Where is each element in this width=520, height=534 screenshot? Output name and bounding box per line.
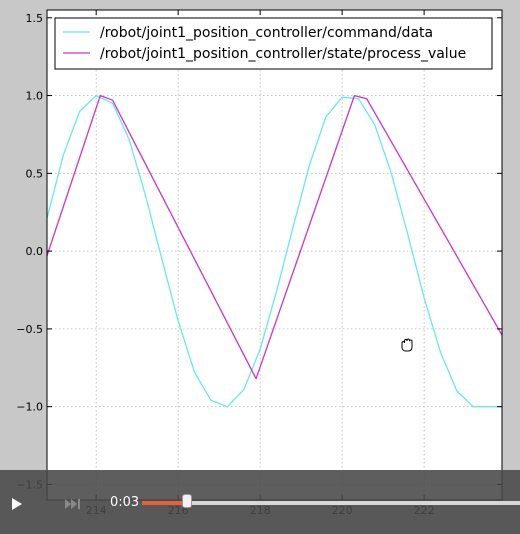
- series-process-value-line: [46, 94, 503, 380]
- y-tick-label: −0.5: [16, 323, 43, 336]
- legend-label-command: /robot/joint1_position_controller/comman…: [100, 25, 433, 41]
- seek-bar[interactable]: [142, 494, 520, 508]
- legend-box: [54, 17, 493, 70]
- plot-area: [47, 10, 502, 500]
- y-tick-label: 1.5: [26, 12, 44, 25]
- seek-progress: [142, 501, 188, 505]
- legend-label-process-value: /robot/joint1_position_controller/state/…: [100, 46, 466, 62]
- y-tick-label: −1.0: [16, 401, 43, 414]
- next-icon[interactable]: [64, 497, 82, 511]
- series-lines: [46, 94, 503, 408]
- grab-hand-icon: [401, 338, 413, 352]
- y-tick-label: 1.0: [26, 90, 44, 103]
- seek-handle[interactable]: [182, 494, 193, 508]
- y-tick-label: 0.0: [26, 245, 44, 258]
- y-tick-label: 0.5: [26, 167, 44, 180]
- legend: /robot/joint1_position_controller/comman…: [54, 17, 493, 70]
- grid-lines: [47, 10, 502, 500]
- play-icon[interactable]: [10, 497, 24, 511]
- video-controls: 0:03: [0, 470, 520, 534]
- playback-time: 0:03: [110, 495, 140, 510]
- series-command-line: [46, 94, 502, 408]
